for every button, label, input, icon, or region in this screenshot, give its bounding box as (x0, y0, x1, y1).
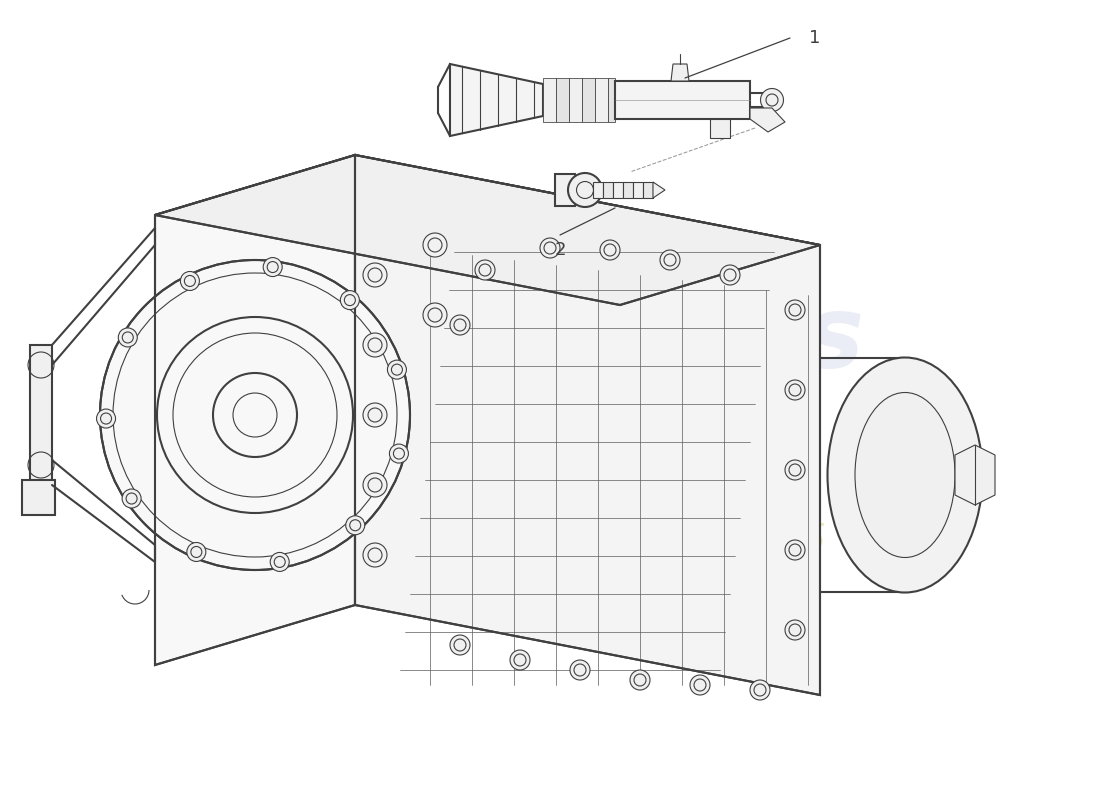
Circle shape (340, 290, 360, 310)
Text: eurocarparts: eurocarparts (135, 291, 865, 389)
Circle shape (785, 300, 805, 320)
Circle shape (363, 263, 387, 287)
Circle shape (540, 238, 560, 258)
Polygon shape (22, 480, 55, 515)
Polygon shape (623, 182, 632, 198)
Circle shape (600, 240, 620, 260)
Polygon shape (30, 345, 52, 485)
Circle shape (187, 542, 206, 562)
Polygon shape (653, 182, 666, 198)
Circle shape (690, 675, 710, 695)
Circle shape (424, 233, 447, 257)
Circle shape (424, 303, 447, 327)
Polygon shape (603, 182, 613, 198)
Polygon shape (955, 445, 996, 505)
Circle shape (389, 444, 408, 463)
Polygon shape (569, 78, 582, 122)
Polygon shape (615, 81, 750, 119)
Polygon shape (556, 174, 579, 206)
Circle shape (760, 89, 783, 111)
Ellipse shape (827, 358, 982, 593)
Polygon shape (543, 78, 556, 122)
Circle shape (345, 516, 365, 534)
Polygon shape (355, 155, 820, 695)
Ellipse shape (855, 393, 955, 558)
Circle shape (363, 543, 387, 567)
Circle shape (720, 265, 740, 285)
Polygon shape (613, 182, 623, 198)
Polygon shape (608, 78, 615, 122)
Circle shape (450, 315, 470, 335)
Polygon shape (450, 64, 543, 136)
Circle shape (568, 173, 602, 207)
Circle shape (510, 650, 530, 670)
Polygon shape (671, 64, 689, 81)
Circle shape (570, 660, 590, 680)
Circle shape (660, 250, 680, 270)
Polygon shape (710, 119, 730, 138)
Circle shape (263, 258, 283, 277)
Circle shape (475, 260, 495, 280)
Circle shape (630, 670, 650, 690)
Text: 1: 1 (810, 29, 821, 47)
Polygon shape (593, 182, 603, 198)
Circle shape (387, 360, 406, 379)
Polygon shape (556, 78, 569, 122)
Circle shape (271, 553, 289, 571)
Circle shape (363, 403, 387, 427)
Polygon shape (750, 108, 785, 132)
Circle shape (450, 635, 470, 655)
Circle shape (100, 260, 410, 570)
Circle shape (785, 460, 805, 480)
Polygon shape (595, 78, 608, 122)
Polygon shape (155, 155, 355, 665)
Polygon shape (582, 78, 595, 122)
Circle shape (785, 380, 805, 400)
Circle shape (97, 409, 116, 428)
Circle shape (119, 328, 138, 347)
Circle shape (750, 680, 770, 700)
Polygon shape (644, 182, 653, 198)
Circle shape (363, 333, 387, 357)
Text: since 1985: since 1985 (614, 521, 826, 559)
Text: 2: 2 (554, 241, 565, 259)
Polygon shape (155, 155, 820, 305)
Circle shape (363, 473, 387, 497)
Circle shape (122, 489, 141, 508)
Circle shape (180, 271, 199, 290)
Polygon shape (632, 182, 644, 198)
Circle shape (785, 620, 805, 640)
Circle shape (785, 540, 805, 560)
Text: a passion for parts: a passion for parts (338, 446, 623, 474)
